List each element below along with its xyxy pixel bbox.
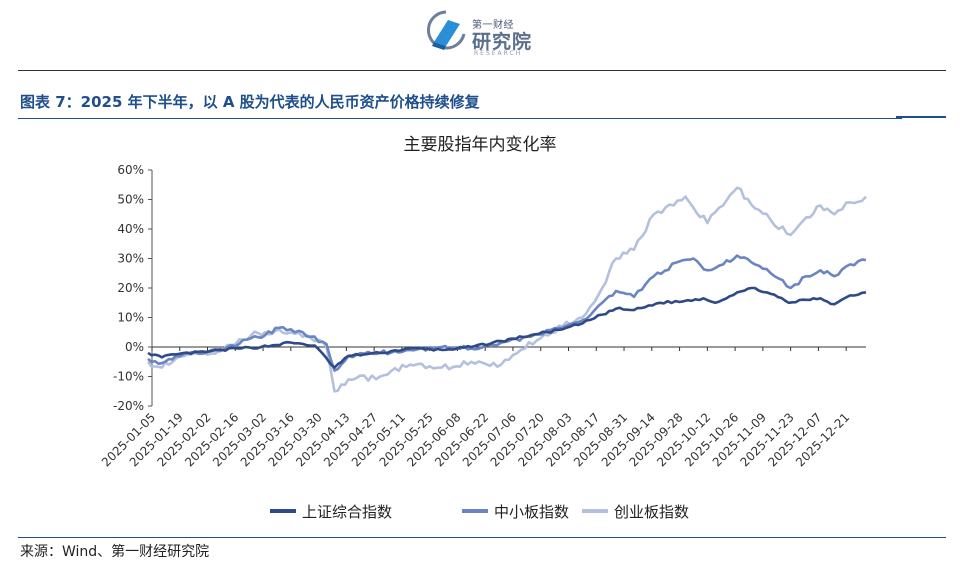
source-note: 来源：Wind、第一财经研究院	[20, 544, 210, 560]
line-chart: 主要股指年内变化率 60% 50% 40% 30% 20% 10% 0% -10% -20% 2…	[99, 135, 867, 521]
y-tick-label: 0%	[125, 340, 144, 354]
chart-title: 主要股指年内变化率	[404, 135, 557, 155]
y-tick-label: 50%	[117, 193, 144, 207]
legend: 上证综合指数 中小板指数 创业板指数	[270, 503, 689, 521]
x-axis: 2025-01-052025-01-192025-02-022025-02-16…	[99, 346, 866, 469]
logo-big-text: 研究院	[472, 31, 533, 53]
figure-title: 图表 7：2025 年下半年，以 A 股为代表的人民币资产价格持续修复	[20, 93, 480, 111]
series-line-0	[147, 286, 867, 369]
y-tick-label: -10%	[113, 370, 144, 384]
logo-small-text: 第一财经	[472, 20, 514, 31]
header-divider	[18, 70, 946, 71]
footer-divider	[18, 537, 946, 538]
y-tick-label: 10%	[117, 311, 144, 325]
legend-label-0: 上证综合指数	[302, 503, 392, 521]
logo-mark-icon	[426, 10, 466, 50]
legend-label-2: 创业板指数	[614, 503, 689, 521]
legend-label-1: 中小板指数	[494, 503, 569, 521]
figure-title-underline-accent	[896, 116, 946, 118]
y-tick-label: -20%	[113, 399, 144, 413]
y-axis: 60% 50% 40% 30% 20% 10% 0% -10% -20%	[113, 163, 153, 413]
figure-title-underline	[18, 118, 902, 119]
logo-sub-text: RESEARCH	[474, 50, 523, 57]
brand-logo: 第一财经 研究院 RESEARCH	[426, 8, 546, 58]
y-tick-label: 30%	[117, 252, 144, 266]
y-tick-label: 20%	[117, 281, 144, 295]
y-tick-label: 60%	[117, 163, 144, 177]
y-tick-label: 40%	[117, 222, 144, 236]
series-line-1	[147, 254, 867, 372]
series-group	[146, 186, 867, 393]
